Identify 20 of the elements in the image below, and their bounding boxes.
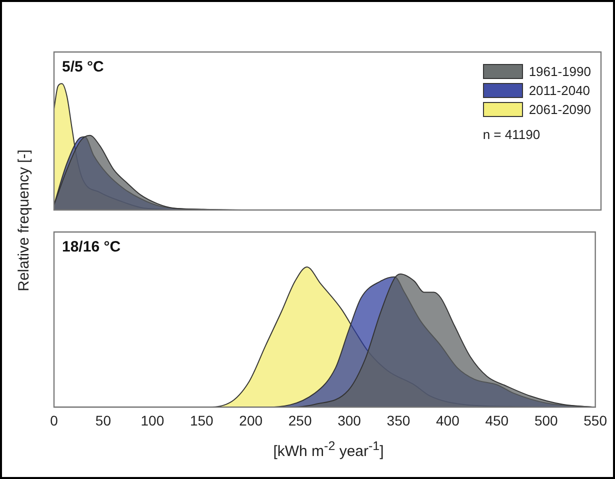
x-tick-label: 300 [338, 412, 362, 428]
x-tick-label: 500 [534, 412, 558, 428]
legend-label: 2061-2090 [528, 102, 591, 117]
x-tick-label: 50 [95, 412, 112, 428]
y-axis-title: Relative frequency [-] [16, 148, 32, 294]
chart-title: 18/16 °C [62, 238, 121, 256]
x-tick-label: 150 [190, 412, 214, 428]
x-tick-label: 100 [140, 412, 164, 428]
annotation: n = 41190 [482, 127, 542, 142]
x-axis-title: [kWh m$^{-2}$ year$^{-1}$] [272, 439, 385, 460]
chart-title: 5/5 °C [62, 58, 104, 76]
x-tick-label: 200 [239, 412, 263, 428]
legend-label: 1961-1990 [528, 64, 591, 79]
x-tick-label: 400 [436, 412, 460, 428]
x-tick-label: 350 [386, 412, 410, 428]
x-tick-label: 250 [288, 412, 312, 428]
legend-label: 2011-2040 [528, 83, 590, 98]
x-tick-label: 450 [485, 412, 509, 428]
x-tick-label: 550 [584, 412, 608, 428]
x-tick-label: 0 [50, 412, 58, 428]
